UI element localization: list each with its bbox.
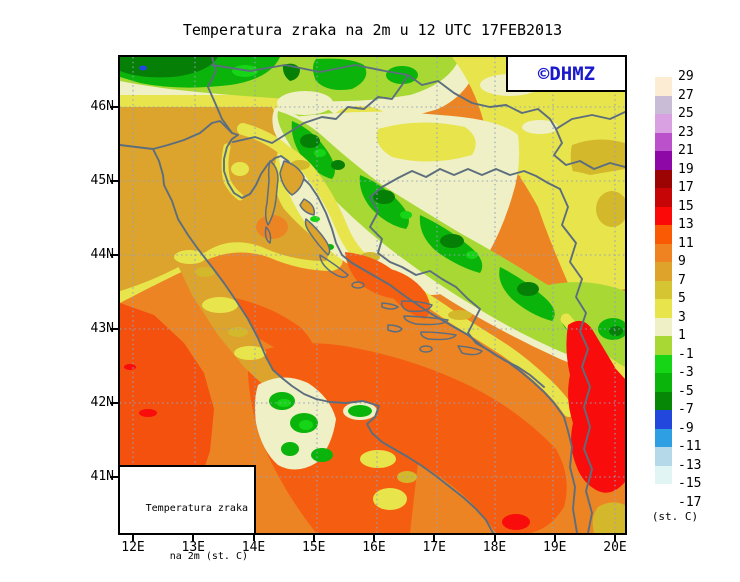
colorbar-tick-label: -15 [678,476,702,491]
colorbar-swatch [655,206,672,225]
colorbar-swatch [655,114,672,133]
colorbar-tick-label: 1 [678,328,686,343]
x-axis-label: 17E [422,540,446,555]
colorbar-swatch [655,95,672,114]
temperature-map-field [120,57,625,533]
y-axis-label: 42N [90,395,114,410]
colorbar-tick-label: -11 [678,439,702,454]
colorbar-swatch [655,132,672,151]
colorbar-swatch [655,410,672,429]
y-axis-tick [110,106,118,108]
x-axis-label: 14E [241,540,266,555]
colorbar-swatch [655,280,672,299]
colorbar-swatch [655,428,672,447]
colorbar-tick-label: 5 [678,291,686,306]
x-axis-tick [192,535,195,541]
colorbar-tick-label: -3 [678,365,694,380]
colorbar-tick-label: 13 [678,217,694,232]
y-axis-label: 44N [90,247,114,262]
run-info-line: na 2m (st. C) [169,551,248,562]
dhmz-watermark: ©DHMZ [506,55,627,92]
colorbar-swatch [655,336,672,355]
x-axis-label: 16E [362,540,386,555]
coastlines-borders [120,57,625,533]
colorbar-swatch [655,169,672,188]
x-axis-label: 13E [181,540,205,555]
colorbar-swatch [655,262,672,281]
y-axis-tick [110,180,118,182]
colorbar-swatch [655,391,672,410]
colorbar-tick-label: -13 [678,457,702,473]
x-axis-tick [312,535,315,541]
x-axis-tick [614,535,616,541]
colorbar-tick-label: 7 [678,272,686,288]
colorbar-tick-label: 17 [678,180,694,195]
colorbar-tick-label: 29 [678,69,694,84]
map-frame: ©DHMZ Temperatura zraka na 2m (st. C) st… [118,55,627,562]
colorbar-tick-label: 3 [678,309,686,325]
x-axis-label: 15E [302,540,326,555]
colorbar-tick-label: 19 [678,161,694,177]
x-axis-tick [433,535,436,541]
colorbar-tick-label: 25 [678,106,694,121]
colorbar-tick-label: -17 [678,494,702,510]
y-axis-tick [110,328,118,330]
x-axis-tick [373,535,375,541]
run-info-box: Temperatura zraka na 2m (st. C) start 00… [118,465,256,562]
x-axis-label: 19E [543,540,567,555]
y-axis-label: 43N [90,321,114,336]
colorbar-swatch [655,373,672,392]
x-axis-tick [553,535,556,541]
adriatic-islands [264,160,483,356]
y-axis-label: 41N [90,469,114,484]
colorbar-swatch [655,225,672,244]
y-axis-tick [110,254,118,256]
x-axis-label: 18E [482,540,507,555]
x-axis-tick [493,535,496,541]
colorbar-tick-label: 9 [678,254,686,269]
run-info-line: Temperatura zraka [145,503,248,514]
y-axis-label: 45N [90,173,114,188]
x-axis-tick [252,535,255,541]
colorbar-tick-label: -9 [678,420,694,436]
colorbar-tick-label: 27 [678,87,694,103]
page-title: Temperatura zraka na 2m u 12 UTC 17FEB20… [182,21,563,39]
y-axis-tick [110,476,118,478]
colorbar-swatch [655,465,672,484]
colorbar-swatch [655,77,672,96]
colorbar-swatch [655,447,672,466]
x-axis-label: 20E [603,540,627,555]
colorbar-swatch [655,151,672,170]
colorbar-tick-label: -5 [678,383,694,399]
colorbar-swatch [655,484,672,503]
colorbar-swatch [655,188,672,207]
colorbar-tick-label: 21 [678,143,694,158]
y-axis-label: 46N [90,99,114,114]
x-axis-tick [132,535,134,541]
colorbar-tick-label: -7 [678,402,694,417]
colorbar-swatch [655,354,672,373]
temperature-colorbar: 29 27 25 23 21 19 17 15 13 11 9 7 5 3 1 -1 -3 -5 -7 -9 -11 -1… [655,69,730,527]
colorbar-tick-label: 23 [678,124,694,140]
colorbar-tick-label: 15 [678,198,694,214]
colorbar-swatch [655,317,672,336]
y-axis-tick [110,402,118,404]
colorbar-swatch [655,299,672,318]
dhmz-watermark-label: ©DHMZ [537,62,596,85]
field-layers [120,57,625,533]
colorbar-unit-label: (st. C) [651,510,699,523]
colorbar-tick-label: -1 [678,346,694,362]
x-axis-label: 12E [121,540,145,555]
colorbar-tick-label: 11 [678,235,694,251]
colorbar-swatch [655,243,672,262]
